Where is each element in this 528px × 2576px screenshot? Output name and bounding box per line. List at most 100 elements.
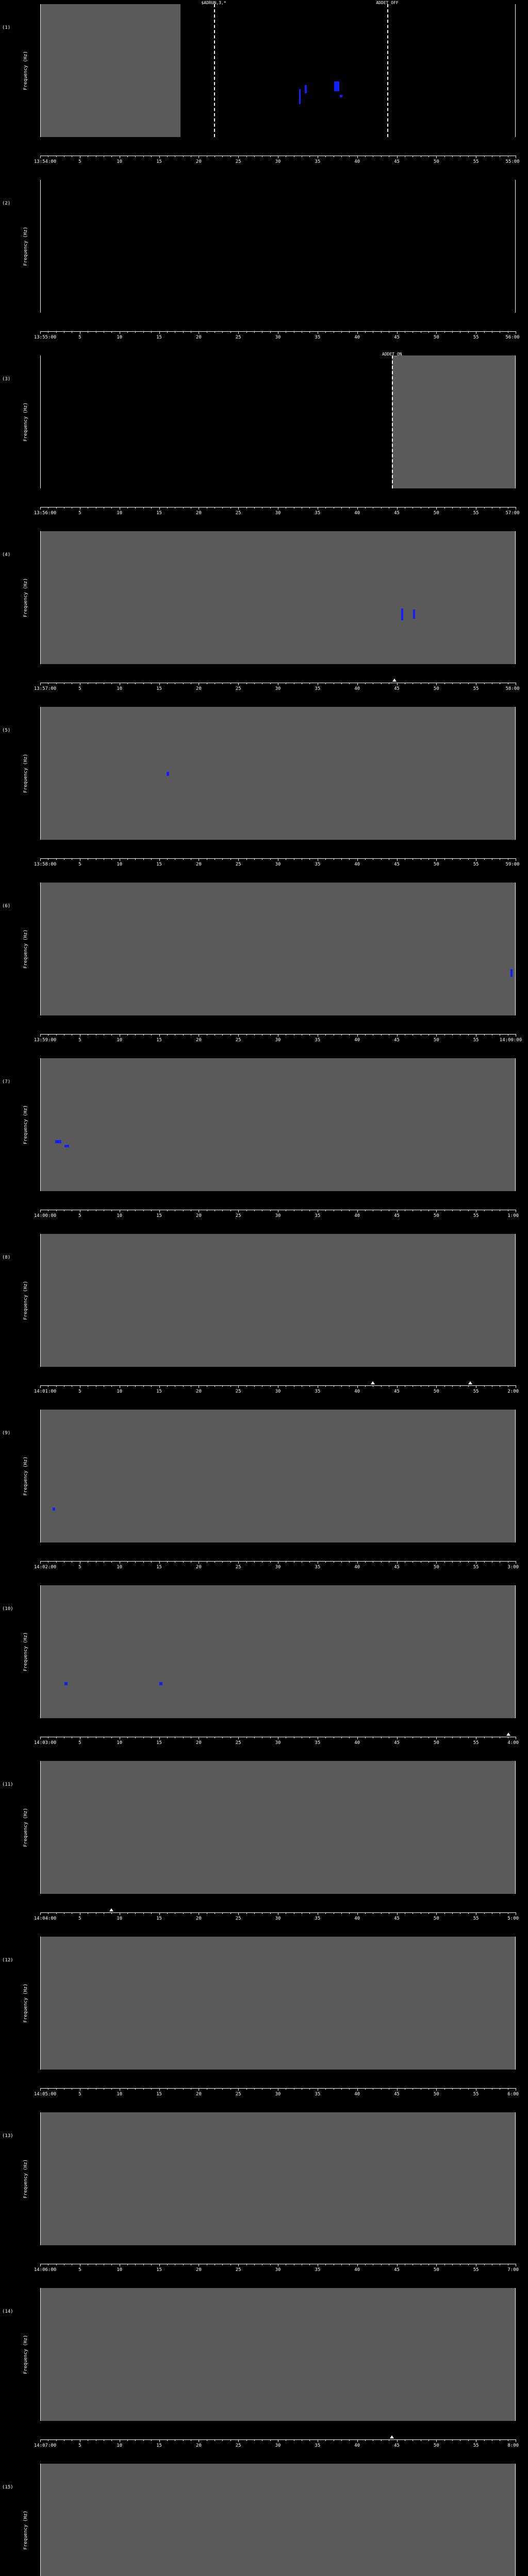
x-tick-minor bbox=[452, 1737, 453, 1738]
y-tick-minor bbox=[40, 193, 41, 194]
x-tick-label: 35 bbox=[315, 159, 321, 164]
plot-area: 02004006008001000 bbox=[40, 2112, 516, 2245]
y-tick-minor-right bbox=[515, 1449, 516, 1450]
x-tick-label: 35 bbox=[315, 1916, 321, 1921]
x-tick-major bbox=[397, 1034, 398, 1037]
y-tick-major bbox=[40, 531, 41, 532]
x-tick-minor bbox=[444, 683, 445, 684]
x-tick-label: 35 bbox=[315, 1389, 321, 1394]
x-tick-minor bbox=[452, 1385, 453, 1387]
y-tick-major-right bbox=[515, 382, 516, 383]
x-tick-minor bbox=[309, 2439, 310, 2441]
x-tick-major bbox=[397, 507, 398, 510]
x-tick-minor bbox=[151, 683, 152, 684]
x-tick-minor bbox=[309, 507, 310, 509]
data-gap-region bbox=[391, 355, 515, 488]
y-tick-major-right bbox=[515, 1138, 516, 1139]
x-tick-minor bbox=[365, 331, 366, 333]
x-tick-label: 10 bbox=[117, 1565, 123, 1570]
panel-14: (14) Frequency (Hz) 02004006008001000 14:07… bbox=[0, 2284, 528, 2460]
x-tick-minor bbox=[412, 331, 414, 333]
x-tick-label: 50 bbox=[433, 862, 439, 867]
x-tick-minor bbox=[484, 2264, 485, 2265]
x-tick-minor bbox=[167, 858, 168, 860]
y-tick-minor-right bbox=[515, 826, 516, 827]
y-tick-major bbox=[40, 584, 41, 585]
y-tick-minor-right bbox=[515, 624, 516, 625]
y-tick-minor-right bbox=[515, 2003, 516, 2004]
x-tick-label: 3:00 bbox=[507, 1565, 519, 1570]
x-tick-major bbox=[397, 858, 398, 861]
x-tick-label: 30 bbox=[275, 2443, 281, 2448]
x-tick-label: 1:00 bbox=[507, 1213, 519, 1218]
x-tick-minor bbox=[365, 1737, 366, 1738]
x-tick-label: 5 bbox=[78, 335, 81, 340]
x-tick-major bbox=[238, 1912, 239, 1915]
x-tick-minor bbox=[246, 1385, 247, 1387]
y-tick-minor-right bbox=[515, 1476, 516, 1477]
x-tick-minor bbox=[254, 1912, 255, 1914]
y-tick-minor bbox=[40, 395, 41, 396]
x-tick-minor bbox=[127, 1210, 128, 1211]
y-axis-label-wrap: Frequency (Hz) bbox=[7, 531, 28, 664]
x-tick-minor bbox=[325, 2439, 326, 2441]
x-tick-major bbox=[357, 858, 358, 861]
y-axis-label: Frequency (Hz) bbox=[23, 402, 28, 442]
x-tick-minor bbox=[444, 2088, 445, 2090]
x-tick-minor bbox=[341, 2088, 342, 2090]
x-tick-minor bbox=[325, 1561, 326, 1563]
x-tick-minor bbox=[222, 2439, 223, 2441]
y-tick-minor bbox=[40, 2477, 41, 2478]
x-tick-major bbox=[397, 1912, 398, 1915]
y-tick-major-right bbox=[515, 1436, 516, 1437]
panel-7: (7) Frequency (Hz) 02004006008001000 14:00:… bbox=[0, 1054, 528, 1230]
x-tick-label: 55 bbox=[473, 335, 479, 340]
x-tick-label: 15 bbox=[156, 1038, 162, 1043]
x-tick-label: 7:00 bbox=[507, 2267, 519, 2273]
x-tick-minor bbox=[452, 1912, 453, 1914]
x-tick-minor bbox=[127, 1561, 128, 1563]
x-tick-label: 14:00:00 bbox=[499, 1038, 522, 1043]
x-tick-minor bbox=[254, 683, 255, 684]
panel-index-label: (12) bbox=[2, 1958, 13, 1963]
x-tick-minor bbox=[183, 156, 184, 157]
x-tick-minor bbox=[167, 1210, 168, 1211]
x-tick-label: 20 bbox=[195, 2443, 202, 2448]
x-tick-minor bbox=[230, 683, 231, 684]
x-tick-minor bbox=[143, 2439, 144, 2441]
y-tick-major bbox=[40, 909, 41, 910]
x-tick-minor bbox=[135, 683, 136, 684]
x-tick-label: 35 bbox=[315, 511, 321, 516]
x-tick-label: 14:07:00 bbox=[34, 2443, 57, 2448]
x-tick-minor bbox=[143, 1737, 144, 1738]
x-tick-major bbox=[40, 507, 41, 510]
x-tick-minor bbox=[143, 507, 144, 509]
x-tick-label: 30 bbox=[275, 2267, 281, 2273]
x-tick-minor bbox=[222, 1385, 223, 1387]
x-tick-label: 55 bbox=[473, 1565, 479, 1570]
x-tick-major bbox=[357, 1210, 358, 1212]
x-tick-minor bbox=[214, 331, 216, 333]
x-tick-minor bbox=[167, 1912, 168, 1914]
x-tick-minor bbox=[230, 507, 231, 509]
x-tick-minor bbox=[428, 1034, 429, 1036]
x-tick-minor bbox=[325, 858, 326, 860]
y-axis-label: Frequency (Hz) bbox=[23, 227, 28, 266]
x-tick-label: 59:00 bbox=[505, 862, 520, 867]
x-tick-minor bbox=[349, 1034, 350, 1036]
x-tick-major bbox=[159, 1737, 160, 1739]
x-tick-major bbox=[397, 2439, 398, 2442]
y-tick-minor-right bbox=[515, 2530, 516, 2531]
x-tick-major bbox=[159, 1912, 160, 1915]
x-tick-minor bbox=[341, 1385, 342, 1387]
panel-8: (8) Frequency (Hz) 02004006008001000 14:01:… bbox=[0, 1230, 528, 1405]
x-tick-minor bbox=[214, 1034, 216, 1036]
x-tick-minor bbox=[183, 1737, 184, 1738]
x-tick-label: 20 bbox=[195, 159, 202, 164]
x-tick-label: 55 bbox=[473, 686, 479, 691]
x-tick-minor bbox=[468, 2088, 469, 2090]
x-tick-label: 45 bbox=[394, 686, 400, 691]
x-tick-minor bbox=[381, 331, 382, 333]
panel-index-label: (6) bbox=[2, 904, 11, 909]
x-tick-label: 45 bbox=[394, 2443, 400, 2448]
